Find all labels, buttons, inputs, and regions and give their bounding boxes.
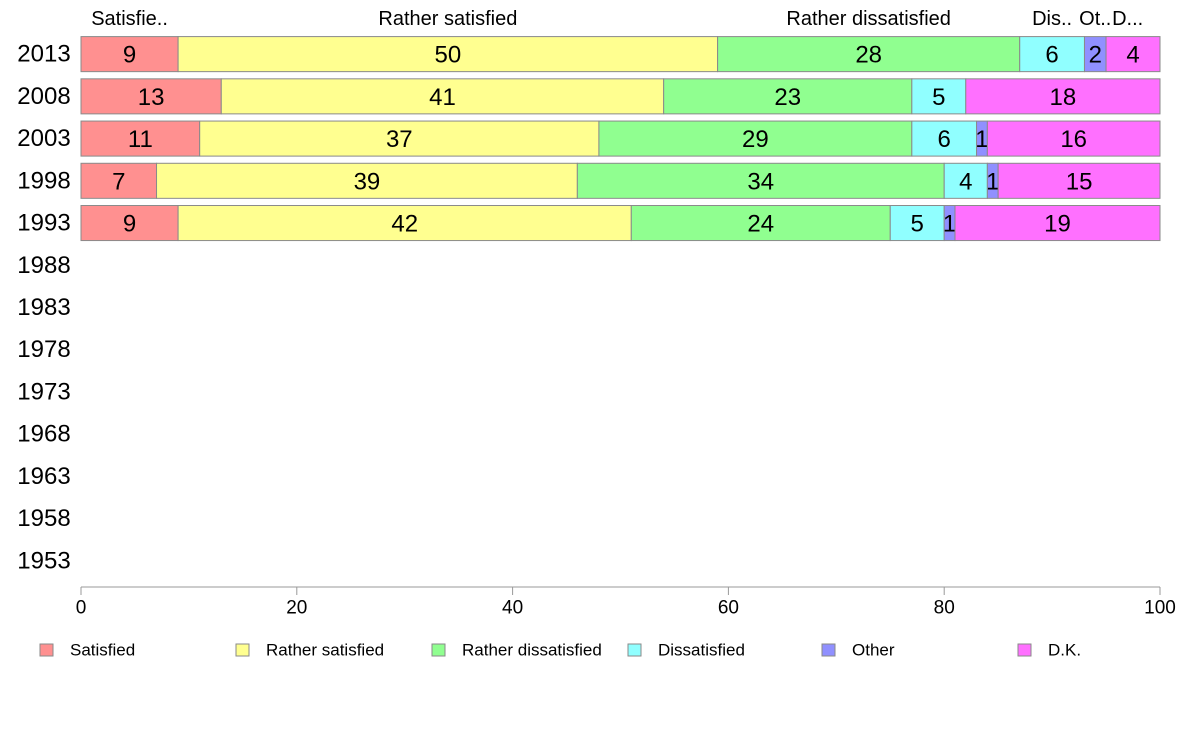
bar-segment-2008-d-k- [965, 78, 1161, 115]
data-label-1993-dissatisfied: 5 [911, 211, 924, 238]
bar-segment-2003-d-k- [986, 120, 1161, 157]
bar-segment-2008-rather-satisfied [220, 78, 665, 115]
top-series-label-satisfied: Satisfie.. [91, 8, 168, 30]
year-label-2008: 2008 [17, 83, 70, 110]
bar-segment-1993-rather-dissatisfied [630, 205, 891, 242]
legend-swatch-d-k- [1017, 643, 1032, 657]
legend-swatch-dissatisfied [627, 643, 642, 657]
legend-label-d-k-: D.K. [1048, 641, 1081, 660]
data-label-2013-rather-satisfied: 50 [435, 42, 462, 69]
data-label-2003-satisfied: 11 [128, 126, 153, 153]
year-label-1998: 1998 [17, 167, 70, 194]
data-label-1993-rather-dissatisfied: 24 [747, 211, 774, 238]
data-label-1993-d-k-: 19 [1044, 211, 1071, 238]
legend-swatch-rather-satisfied [235, 643, 250, 657]
data-label-2003-dissatisfied: 6 [938, 126, 951, 153]
year-label-2013: 2013 [17, 41, 70, 68]
x-tick-label-100: 100 [1144, 598, 1176, 619]
bar-segment-1998-rather-dissatisfied [576, 162, 945, 199]
bar-segment-2008-satisfied [80, 78, 222, 115]
data-label-2003-other: 1 [975, 126, 988, 153]
bar-segment-1993-satisfied [80, 205, 179, 242]
legend-label-other: Other [852, 641, 895, 660]
bar-segment-2013-rather-satisfied [177, 36, 719, 73]
data-label-1998-d-k-: 15 [1066, 168, 1093, 195]
data-label-2008-d-k-: 18 [1050, 84, 1077, 111]
data-label-2013-satisfied: 9 [123, 42, 136, 69]
bar-segment-1998-satisfied [80, 162, 158, 199]
bar-segment-2003-satisfied [80, 120, 201, 157]
bar-segment-2003-rather-satisfied [199, 120, 600, 157]
data-label-1993-other: 1 [943, 211, 956, 238]
data-label-1998-rather-dissatisfied: 34 [747, 168, 774, 195]
data-label-2008-satisfied: 13 [138, 84, 165, 111]
bar-segment-2013-d-k- [1105, 36, 1161, 73]
data-label-1998-rather-satisfied: 39 [354, 168, 381, 195]
data-label-2008-rather-dissatisfied: 23 [774, 84, 801, 111]
top-series-label-d-k-: D... [1112, 8, 1143, 30]
year-label-2003: 2003 [17, 125, 70, 152]
legend-label-dissatisfied: Dissatisfied [658, 641, 745, 660]
year-label-1968: 1968 [17, 421, 70, 448]
legend-label-rather-satisfied: Rather satisfied [266, 641, 384, 660]
legend-label-rather-dissatisfied: Rather dissatisfied [462, 641, 602, 660]
bar-segment-2008-rather-dissatisfied [663, 78, 913, 115]
top-series-label-dissatisfied: Dis.. [1032, 8, 1072, 30]
data-label-1998-dissatisfied: 4 [959, 168, 972, 195]
x-tick-label-0: 0 [76, 598, 87, 619]
data-label-2003-d-k-: 16 [1060, 126, 1087, 153]
data-label-2013-d-k-: 4 [1126, 42, 1139, 69]
bar-segment-1998-rather-satisfied [156, 162, 578, 199]
data-label-2013-other: 2 [1089, 42, 1102, 69]
year-label-1958: 1958 [17, 505, 70, 532]
bar-segment-2013-satisfied [80, 36, 179, 73]
year-label-1963: 1963 [17, 463, 70, 490]
data-label-2003-rather-dissatisfied: 29 [742, 126, 769, 153]
data-label-1998-satisfied: 7 [112, 168, 125, 195]
data-label-2013-rather-dissatisfied: 28 [855, 42, 882, 69]
legend-label-satisfied: Satisfied [70, 641, 135, 660]
bar-segment-2003-rather-dissatisfied [598, 120, 913, 157]
data-label-1993-satisfied: 9 [123, 211, 136, 238]
data-label-2003-rather-satisfied: 37 [386, 126, 413, 153]
data-label-1993-rather-satisfied: 42 [391, 211, 418, 238]
legend-swatch-rather-dissatisfied [431, 643, 446, 657]
x-tick-label-20: 20 [286, 598, 307, 619]
data-label-2008-dissatisfied: 5 [932, 84, 945, 111]
bar-segment-2013-rather-dissatisfied [717, 36, 1021, 73]
data-label-2013-dissatisfied: 6 [1045, 42, 1058, 69]
data-label-1998-other: 1 [986, 168, 999, 195]
year-label-1953: 1953 [17, 547, 70, 574]
bar-segment-1998-d-k- [997, 162, 1161, 199]
bar-segment-1993-d-k- [954, 205, 1161, 242]
x-tick-label-60: 60 [718, 598, 739, 619]
year-label-1988: 1988 [17, 252, 70, 279]
year-label-1973: 1973 [17, 378, 70, 405]
bar-segment-1998-dissatisfied [943, 162, 988, 199]
x-tick-label-40: 40 [502, 598, 523, 619]
year-label-1978: 1978 [17, 336, 70, 363]
top-series-label-rather-dissatisfied: Rather dissatisfied [786, 8, 951, 30]
top-series-label-other: Ot.. [1079, 8, 1111, 30]
year-label-1983: 1983 [17, 294, 70, 321]
legend-swatch-satisfied [39, 643, 54, 657]
legend-swatch-other [821, 643, 836, 657]
bar-segment-2008-dissatisfied [911, 78, 967, 115]
bar-segment-1993-rather-satisfied [177, 205, 632, 242]
x-tick-label-80: 80 [934, 598, 955, 619]
year-label-1993: 1993 [17, 210, 70, 237]
top-series-label-rather-satisfied: Rather satisfied [378, 8, 517, 30]
bar-segment-2003-dissatisfied [911, 120, 978, 157]
data-label-2008-rather-satisfied: 41 [429, 84, 456, 111]
